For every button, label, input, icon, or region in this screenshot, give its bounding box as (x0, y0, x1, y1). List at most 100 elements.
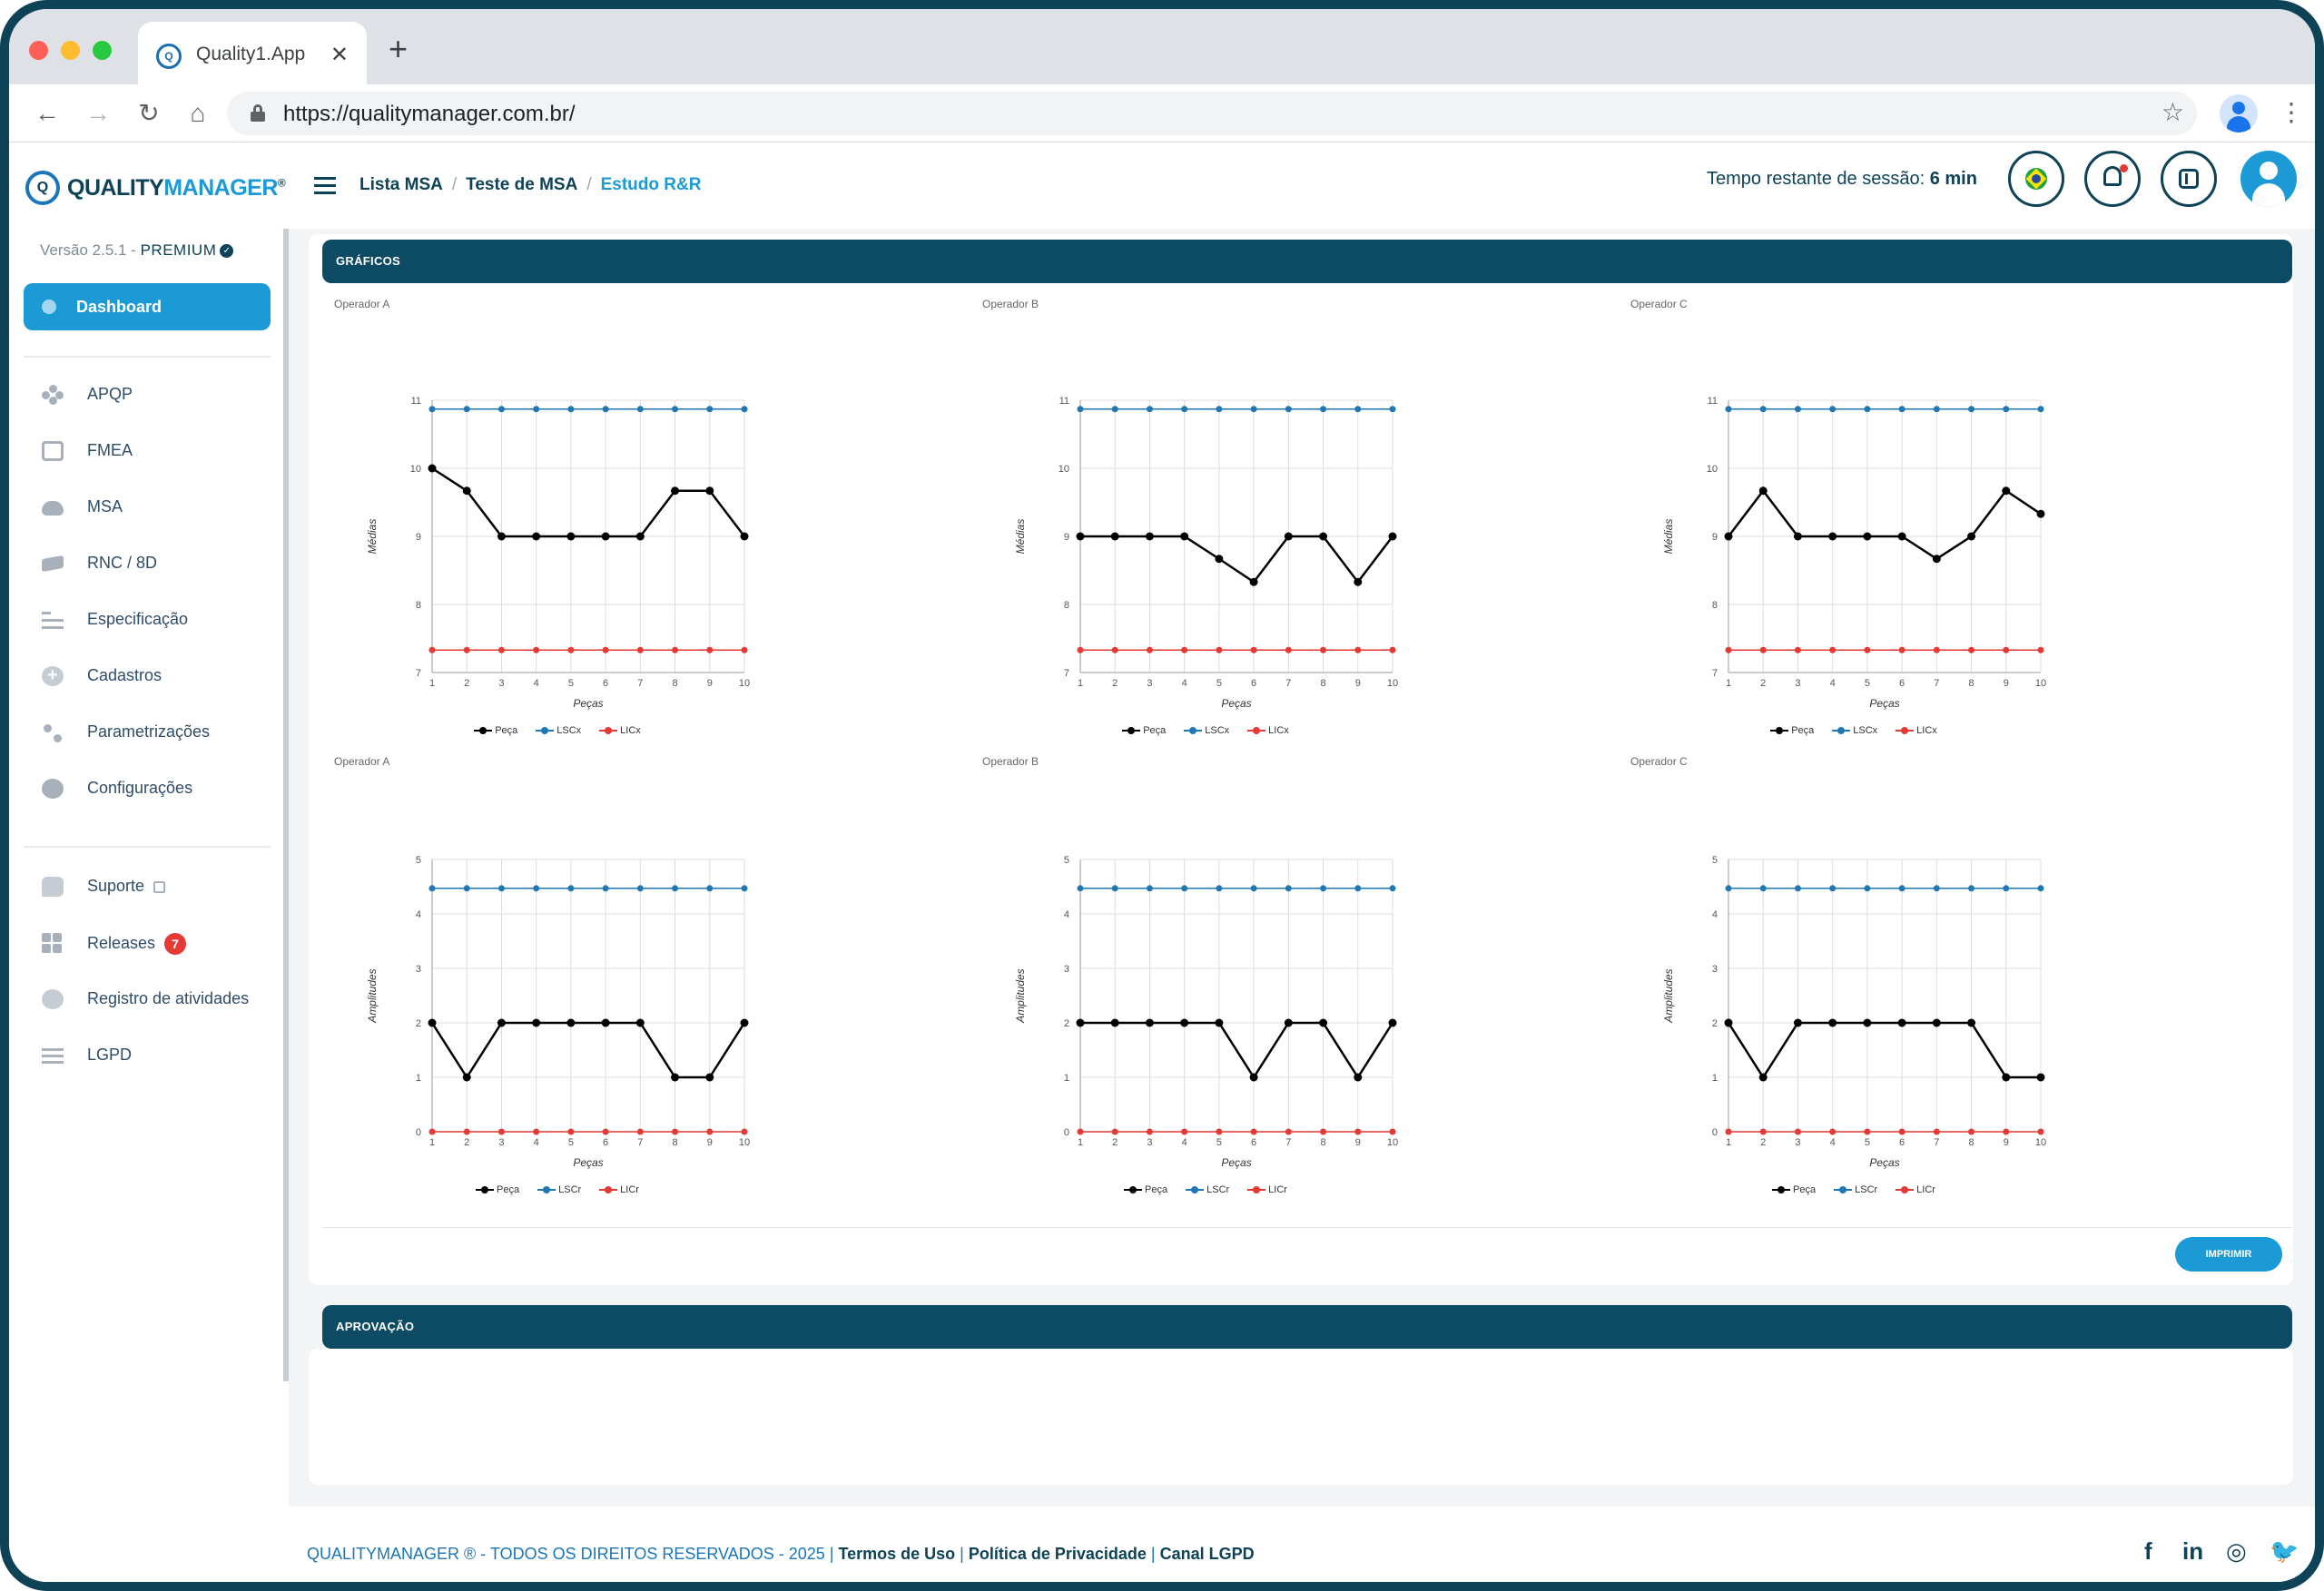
data-point-lscr (672, 885, 679, 892)
legend-item[interactable]: LSCr (1834, 1184, 1877, 1195)
instagram-icon[interactable]: ◎ (2226, 1537, 2247, 1565)
data-point-peça (1932, 1018, 1941, 1027)
linkedin-icon[interactable]: in (2182, 1537, 2204, 1565)
home-icon[interactable]: ⌂ (190, 99, 206, 127)
back-icon[interactable]: ← (34, 99, 60, 127)
data-point-licr (1216, 1128, 1223, 1135)
url-text[interactable]: https://qualitymanager.com.br/ (283, 102, 576, 126)
window-close-button[interactable] (29, 41, 48, 60)
sidebar-item-parametrizacoes[interactable]: Parametrizações (42, 719, 278, 746)
legend-item[interactable]: Peça (1770, 725, 1814, 736)
forward-icon[interactable]: → (85, 99, 111, 127)
reload-icon[interactable]: ↻ (138, 99, 160, 127)
legend-item[interactable]: LSCx (536, 725, 581, 736)
sidebar-item-rnc[interactable]: RNC / 8D (42, 550, 278, 577)
x-tick-label: 6 (1899, 1137, 1905, 1148)
data-point-lscx (1794, 406, 1801, 413)
x-tick-label: 9 (2004, 678, 2009, 689)
sidebar-item-dashboard[interactable]: Dashboard (24, 283, 271, 330)
privacy-link[interactable]: Política de Privacidade (968, 1545, 1147, 1563)
data-point-lscr (1933, 885, 1940, 892)
legend-item[interactable]: LSCx (1832, 725, 1877, 736)
approval-section-header[interactable]: APROVAÇÃO (322, 1305, 2292, 1349)
legend-item[interactable]: LICr (1247, 1184, 1287, 1195)
new-tab-icon[interactable]: + (389, 30, 409, 67)
menu-toggle-icon[interactable] (314, 177, 336, 195)
tab-title: Quality1.App (196, 44, 306, 64)
legend-item[interactable]: LICr (1896, 1184, 1935, 1195)
y-tick-label: 10 (1707, 464, 1718, 475)
browser-menu-icon[interactable]: ⋮ (2279, 98, 2304, 126)
bookmark-star-icon[interactable]: ☆ (2161, 98, 2184, 126)
legend-item[interactable]: LSCx (1184, 725, 1229, 736)
legend-item[interactable]: LICr (599, 1184, 639, 1195)
sidebar-item-lgpd[interactable]: LGPD (42, 1042, 278, 1069)
x-tick-label: 4 (1182, 1137, 1187, 1148)
address-bar[interactable]: https://qualitymanager.com.br/ ☆ (227, 92, 2197, 135)
data-point-lscr (636, 885, 644, 892)
terms-link[interactable]: Termos de Uso (838, 1545, 956, 1563)
facebook-icon[interactable]: f (2144, 1537, 2152, 1565)
data-point-lscr (533, 885, 540, 892)
legend-item[interactable]: LSCr (537, 1184, 581, 1195)
data-point-peça (1319, 1018, 1328, 1027)
legend-item[interactable]: LSCr (1186, 1184, 1229, 1195)
legend-item[interactable]: Peça (1124, 1184, 1167, 1195)
window-maximize-button[interactable] (93, 41, 112, 60)
data-point-licx (497, 646, 505, 653)
legend-item[interactable]: Peça (474, 725, 517, 736)
notifications-button[interactable] (2084, 151, 2141, 207)
x-tick-label: 6 (1251, 1137, 1256, 1148)
x-tick-label: 7 (1934, 678, 1939, 689)
legend-item[interactable]: Peça (1772, 1184, 1816, 1195)
x-tick-label: 8 (1968, 678, 1974, 689)
x-tick-label: 3 (1147, 1137, 1152, 1148)
breadcrumb: Lista MSA / Teste de MSA / Estudo R&R (359, 175, 702, 194)
legend-item[interactable]: LICx (599, 725, 641, 736)
breadcrumb-lista-msa[interactable]: Lista MSA (359, 175, 443, 194)
data-point-lscr (706, 885, 714, 892)
y-tick-label: 2 (416, 1018, 421, 1029)
legend-item[interactable]: Peça (1122, 725, 1166, 736)
data-point-lscx (1250, 406, 1257, 413)
lgpd-link[interactable]: Canal LGPD (1159, 1545, 1255, 1563)
data-point-peça (1319, 532, 1328, 541)
data-point-lscr (2003, 885, 2010, 892)
legend-item[interactable]: LICx (1247, 725, 1289, 736)
browser-profile-icon[interactable] (2220, 94, 2258, 133)
data-point-peça (705, 486, 714, 496)
external-link-icon (153, 880, 166, 893)
series-line-peça (1080, 535, 1393, 584)
print-button[interactable]: IMPRIMIR (2175, 1237, 2282, 1272)
tab-close-icon[interactable]: ✕ (330, 43, 349, 67)
data-point-licr (1864, 1128, 1871, 1135)
graphs-section-header[interactable]: GRÁFICOS (322, 240, 2292, 283)
data-point-lscx (1864, 406, 1871, 413)
window-minimize-button[interactable] (61, 41, 80, 60)
data-point-lscr (497, 885, 505, 892)
twitter-icon[interactable]: 🐦 (2270, 1537, 2299, 1565)
data-point-licx (672, 646, 679, 653)
breadcrumb-teste-msa[interactable]: Teste de MSA (466, 175, 578, 194)
user-avatar[interactable] (2240, 151, 2297, 207)
collapse-sidebar-button[interactable] (2161, 151, 2217, 207)
legend-item[interactable]: LICx (1896, 725, 1937, 736)
sidebar-item-suporte[interactable]: Suporte (42, 873, 278, 900)
sidebar-item-cadastros[interactable]: Cadastros (42, 663, 278, 690)
sidebar-item-apqp[interactable]: APQP (42, 381, 278, 408)
data-point-peça (671, 1073, 680, 1082)
sidebar-item-fmea[interactable]: FMEA (42, 437, 278, 465)
sidebar-scrollbar[interactable] (283, 229, 289, 1381)
browser-tab[interactable]: Q Quality1.App ✕ (138, 22, 367, 84)
sidebar-item-releases[interactable]: Releases 7 (42, 929, 278, 957)
sidebar-item-especificacao[interactable]: Especificação (42, 606, 278, 633)
version-label: Versão 2.5.1 - PREMIUM ✓ (40, 241, 234, 260)
sidebar-item-msa[interactable]: MSA (42, 494, 278, 521)
data-point-licr (1829, 1128, 1837, 1135)
data-point-licr (1354, 1128, 1362, 1135)
language-button[interactable] (2008, 151, 2064, 207)
legend-item[interactable]: Peça (476, 1184, 519, 1195)
sidebar-item-configuracoes[interactable]: Configurações (42, 775, 278, 802)
sidebar-item-registro-atividades[interactable]: Registro de atividades (42, 986, 278, 1013)
